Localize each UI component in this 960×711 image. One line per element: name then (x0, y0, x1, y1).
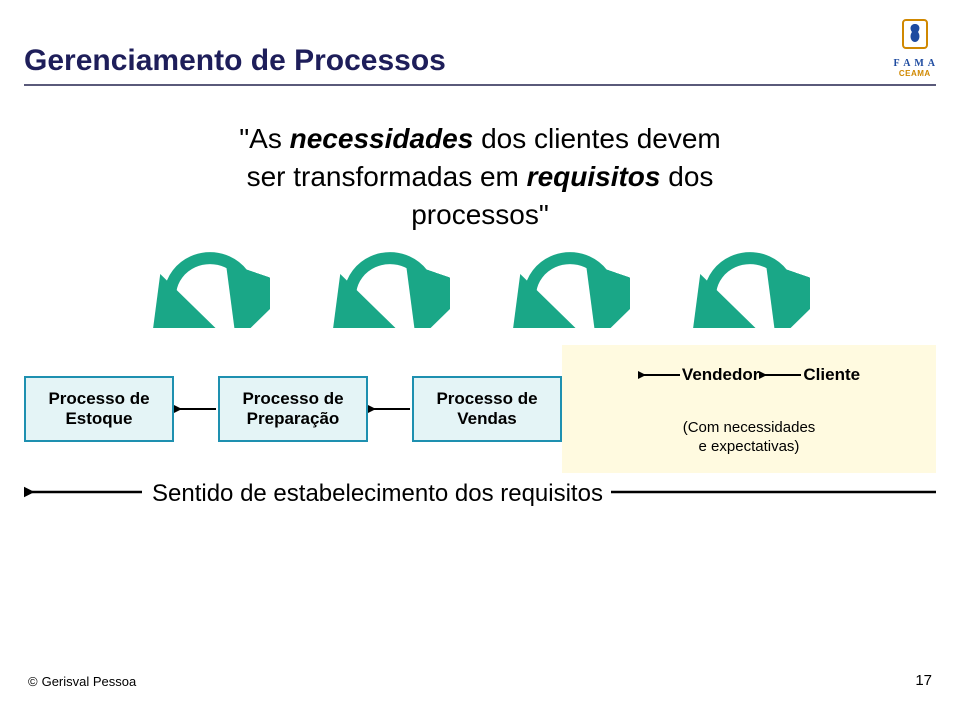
quote-part: "As (239, 123, 289, 154)
slide-title: Gerenciamento de Processos (24, 44, 446, 78)
arrow-left-long-icon (24, 481, 144, 508)
box-label: Processo de (48, 389, 149, 408)
process-flow-row: Processo de Estoque Processo de Preparaç… (24, 345, 936, 473)
quote-part: dos (660, 161, 713, 192)
box-label: Processo de (242, 389, 343, 408)
cliente-label: Cliente (803, 365, 860, 385)
process-box-estoque: Processo de Estoque (24, 376, 174, 442)
quote-em2: requisitos (527, 161, 661, 192)
box-label: Preparação (247, 409, 340, 428)
vendedor-label: Vendedor (682, 365, 759, 385)
quote-part: dos clientes devem (473, 123, 720, 154)
arcs-row (150, 238, 810, 328)
logo-text-ceama: CEAMA (899, 69, 931, 78)
quote-part: processos" (411, 199, 549, 230)
cycle-arc-icon (330, 238, 450, 328)
process-box-preparacao: Processo de Preparação (218, 376, 368, 442)
copyright-symbol: © (28, 674, 38, 689)
arrow-left-icon (759, 365, 803, 385)
quote-em1: necessidades (290, 123, 474, 154)
arrow-left-icon (174, 399, 218, 419)
sentido-label: Sentido de estabelecimento dos requisito… (144, 480, 611, 508)
sentido-line-right (611, 481, 936, 508)
slide-header: Gerenciamento de Processos F A M A CEAMA (24, 18, 936, 86)
cycle-arc-icon (690, 238, 810, 328)
box-label: Vendas (457, 409, 517, 428)
note-line: e expectativas) (699, 438, 800, 455)
note-line: (Com necessidades (683, 419, 816, 436)
cycle-arc-icon (510, 238, 630, 328)
client-area: Vendedor Cliente (Com necessidades e exp… (562, 345, 936, 473)
arrow-left-icon (368, 399, 412, 419)
page-number: 17 (915, 672, 932, 689)
author-name: Gerisval Pessoa (42, 674, 137, 689)
quote-text: "As necessidades dos clientes devem ser … (0, 120, 960, 233)
quote-part: ser transformadas em (247, 161, 527, 192)
logo-icon (897, 18, 933, 58)
cycle-arc-icon (150, 238, 270, 328)
process-box-vendas: Processo de Vendas (412, 376, 562, 442)
arrow-left-icon (638, 365, 682, 385)
client-note: (Com necessidades e expectativas) (562, 419, 936, 457)
box-label: Processo de (436, 389, 537, 408)
logo: F A M A CEAMA (894, 18, 936, 78)
logo-text-fama: F A M A (894, 58, 936, 69)
footer-author: © Gerisval Pessoa (28, 674, 136, 689)
sentido-row: Sentido de estabelecimento dos requisito… (24, 480, 936, 508)
box-label: Estoque (65, 409, 132, 428)
